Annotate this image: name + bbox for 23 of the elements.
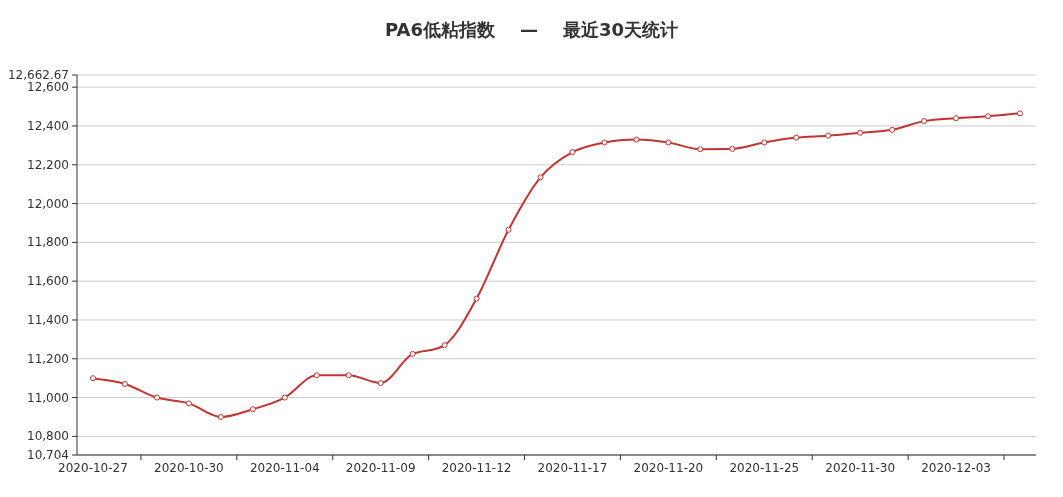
y-tick-label: 10,800 [27,429,69,444]
y-tick-label: 12,400 [27,118,69,133]
y-tick-label: 12,662.67 [7,68,69,82]
y-tick-label: 11,000 [27,390,69,405]
y-tick-label: 11,400 [27,312,69,327]
x-tick-label: 2020-11-30 [825,461,896,475]
x-tick-label: 2020-11-17 [537,461,608,475]
x-tick-label: 2020-11-12 [441,461,512,475]
y-tick-label: 12,000 [27,196,69,211]
x-tick-label: 2020-10-30 [154,461,224,475]
x-tick-label: 2020-10-27 [58,461,128,475]
x-tick-label: 2020-12-03 [921,461,991,475]
title: PA6低粘指数 — 最近30天统计 [384,19,679,40]
y-tick-label: 11,200 [27,351,69,366]
y-tick-label: 12,600 [27,80,69,95]
x-tick-label: 2020-11-20 [633,461,704,475]
y-tick-label: 11,600 [27,274,69,289]
y-tick-label: 11,800 [27,235,69,250]
y-tick-label: 10,704 [27,448,69,462]
y-tick-label: 12,200 [27,157,69,172]
x-tick-label: 2020-11-25 [729,461,800,475]
x-tick-label: 2020-11-09 [345,461,416,475]
x-tick-label: 2020-11-04 [249,461,320,475]
